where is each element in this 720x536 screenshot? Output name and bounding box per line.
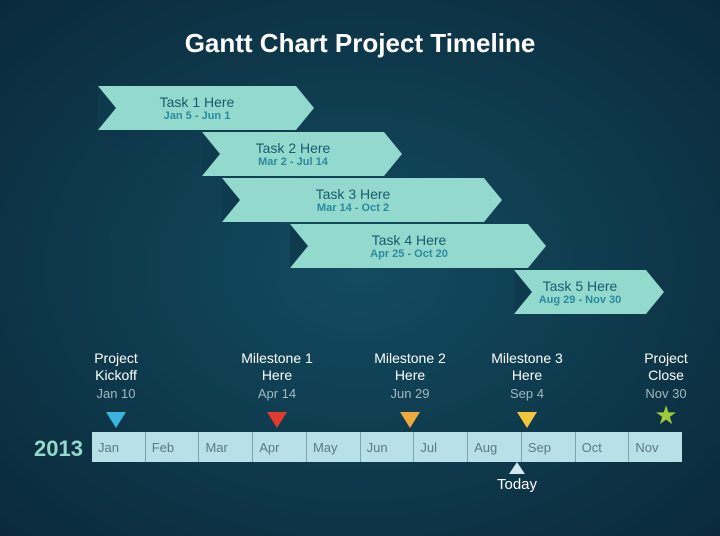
month-cell: Jun (360, 432, 414, 462)
task-bar: Task 5 HereAug 29 - Nov 30 (514, 270, 646, 314)
milestone: Milestone 2Here Jun 29 (355, 350, 465, 401)
task-dates: Mar 14 - Oct 2 (317, 202, 389, 214)
task-name: Task 5 Here (543, 278, 618, 294)
today-marker: Today (497, 462, 537, 493)
month-cell: Aug (467, 432, 521, 462)
task-dates: Mar 2 - Jul 14 (258, 156, 328, 168)
task-dates: Jan 5 - Jun 1 (164, 110, 231, 122)
month-axis: JanFebMarAprMayJunJulAugSepOctNov (92, 432, 682, 462)
task-name: Task 1 Here (160, 94, 235, 110)
year-label: 2013 (34, 436, 83, 462)
month-cell: May (306, 432, 360, 462)
month-cell: Oct (575, 432, 629, 462)
month-cell: Mar (198, 432, 252, 462)
milestone: Milestone 3Here Sep 4 (472, 350, 582, 401)
milestone-triangle-icon (106, 412, 126, 428)
task-bar: Task 2 HereMar 2 - Jul 14 (202, 132, 384, 176)
milestone-date: Sep 4 (472, 386, 582, 401)
milestone-label: Milestone 3Here (472, 350, 582, 384)
today-label: Today (497, 476, 537, 493)
task-name: Task 3 Here (316, 186, 391, 202)
month-cell: Jan (92, 432, 145, 462)
task-name: Task 2 Here (256, 140, 331, 156)
month-cell: Sep (521, 432, 575, 462)
gantt-chart: Task 1 HereJan 5 - Jun 1Task 2 HereMar 2… (92, 80, 682, 340)
page-title: Gantt Chart Project Timeline (0, 0, 720, 59)
milestone-date: Jan 10 (61, 386, 171, 401)
milestone-date: Apr 14 (222, 386, 332, 401)
milestone-label: ProjectClose (611, 350, 720, 384)
task-dates: Aug 29 - Nov 30 (539, 294, 622, 306)
milestone: Milestone 1Here Apr 14 (222, 350, 332, 401)
task-name: Task 4 Here (372, 232, 447, 248)
milestone-triangle-icon (267, 412, 287, 428)
milestone: ProjectCloseNov 30★ (611, 350, 720, 401)
task-bar: Task 4 HereApr 25 - Oct 20 (290, 224, 528, 268)
task-bar: Task 1 HereJan 5 - Jun 1 (98, 86, 296, 130)
task-dates: Apr 25 - Oct 20 (370, 248, 448, 260)
milestone: ProjectKickoff Jan 10 (61, 350, 171, 401)
milestone-label: Milestone 1Here (222, 350, 332, 384)
month-cell: Nov (628, 432, 682, 462)
milestone-date: Jun 29 (355, 386, 465, 401)
today-triangle-icon (509, 462, 525, 474)
month-cell: Jul (413, 432, 467, 462)
milestone-label: ProjectKickoff (61, 350, 171, 384)
milestone-triangle-icon (400, 412, 420, 428)
milestone-date: Nov 30 (611, 386, 720, 401)
month-cell: Feb (145, 432, 199, 462)
task-bar: Task 3 HereMar 14 - Oct 2 (222, 178, 484, 222)
milestone-label: Milestone 2Here (355, 350, 465, 384)
month-cell: Apr (252, 432, 306, 462)
milestone-triangle-icon (517, 412, 537, 428)
milestone-star-icon: ★ (654, 402, 677, 428)
